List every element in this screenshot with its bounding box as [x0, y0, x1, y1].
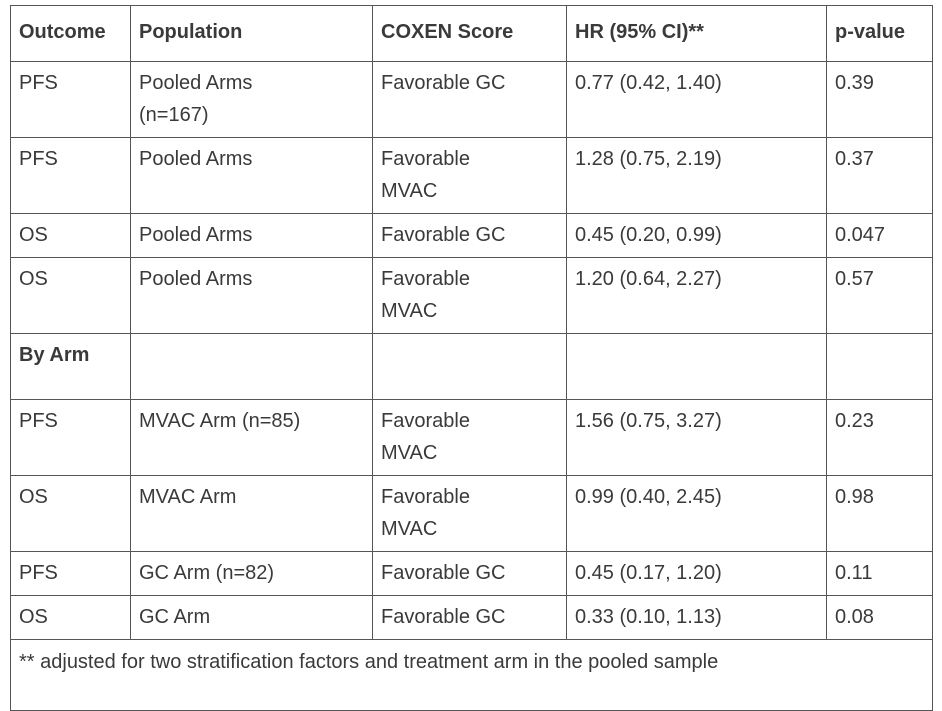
table-cell: Favorable MVAC: [372, 137, 567, 214]
footnote-row: ** adjusted for two stratification facto…: [10, 639, 933, 711]
header-cell: p-value: [826, 5, 933, 62]
table-cell: Pooled Arms (n=167): [130, 61, 373, 138]
empty-cell: [566, 333, 827, 400]
table-cell: 0.98: [826, 475, 933, 552]
table-cell: OS: [10, 257, 131, 334]
table-cell: Favorable GC: [372, 595, 567, 640]
table-cell: Favorable MVAC: [372, 475, 567, 552]
table-cell: 0.77 (0.42, 1.40): [566, 61, 827, 138]
table-cell: 0.45 (0.17, 1.20): [566, 551, 827, 596]
table-cell: Pooled Arms: [130, 257, 373, 334]
table-row: PFS GC Arm (n=82) Favorable GC 0.45 (0.17, …: [10, 551, 933, 596]
table-cell: Favorable GC: [372, 551, 567, 596]
table-row: PFS Pooled Arms (n=167) Favorable GC 0.77 (…: [10, 61, 933, 138]
table-cell: Favorable MVAC: [372, 399, 567, 476]
header-row: Outcome Population COXEN Score HR (95% CI)*…: [10, 5, 933, 62]
table-cell: GC Arm (n=82): [130, 551, 373, 596]
table-cell: 1.56 (0.75, 3.27): [566, 399, 827, 476]
table-row: PFS MVAC Arm (n=85) Favorable MVAC 1.56 (0.…: [10, 399, 933, 476]
table-cell: 0.99 (0.40, 2.45): [566, 475, 827, 552]
results-table: Outcome Population COXEN Score HR (95% CI)*…: [10, 5, 933, 711]
section-row: By Arm: [10, 333, 933, 400]
table-cell: PFS: [10, 61, 131, 138]
header-cell: COXEN Score: [372, 5, 567, 62]
table-cell: Favorable MVAC: [372, 257, 567, 334]
table-cell: PFS: [10, 137, 131, 214]
table-cell: MVAC Arm: [130, 475, 373, 552]
table-cell: 0.23: [826, 399, 933, 476]
table-row: OS GC Arm Favorable GC 0.33 (0.10, 1.13) 0.0…: [10, 595, 933, 640]
table-row: PFS Pooled Arms Favorable MVAC 1.28 (0.75, …: [10, 137, 933, 214]
table-cell: Pooled Arms: [130, 137, 373, 214]
empty-cell: [372, 333, 567, 400]
table-cell: PFS: [10, 551, 131, 596]
table-cell: 0.047: [826, 213, 933, 258]
table-cell: 0.37: [826, 137, 933, 214]
table-cell: GC Arm: [130, 595, 373, 640]
empty-cell: [826, 333, 933, 400]
table-cell: 0.33 (0.10, 1.13): [566, 595, 827, 640]
table-cell: 0.39: [826, 61, 933, 138]
table-row: OS Pooled Arms Favorable MVAC 1.20 (0.64, 2…: [10, 257, 933, 334]
table-cell: 1.20 (0.64, 2.27): [566, 257, 827, 334]
table-cell: PFS: [10, 399, 131, 476]
table-cell: OS: [10, 595, 131, 640]
table-cell: 1.28 (0.75, 2.19): [566, 137, 827, 214]
table-cell: 0.45 (0.20, 0.99): [566, 213, 827, 258]
table-cell: Pooled Arms: [130, 213, 373, 258]
table-cell: MVAC Arm (n=85): [130, 399, 373, 476]
header-cell: Outcome: [10, 5, 131, 62]
table-cell: OS: [10, 213, 131, 258]
table-cell: OS: [10, 475, 131, 552]
page: Outcome Population COXEN Score HR (95% CI)*…: [10, 5, 933, 711]
header-cell: HR (95% CI)**: [566, 5, 827, 62]
table-cell: 0.57: [826, 257, 933, 334]
table-cell: 0.08: [826, 595, 933, 640]
table-row: OS MVAC Arm Favorable MVAC 0.99 (0.40, 2.45…: [10, 475, 933, 552]
table-body: PFS Pooled Arms (n=167) Favorable GC 0.77 (…: [10, 61, 933, 711]
table-cell: Favorable GC: [372, 61, 567, 138]
table-row: OS Pooled Arms Favorable GC 0.45 (0.20, 0.9…: [10, 213, 933, 258]
table-cell: 0.11: [826, 551, 933, 596]
header-cell: Population: [130, 5, 373, 62]
table-cell: Favorable GC: [372, 213, 567, 258]
footnote: ** adjusted for two stratification facto…: [10, 639, 933, 711]
empty-cell: [130, 333, 373, 400]
section-label: By Arm: [10, 333, 131, 400]
